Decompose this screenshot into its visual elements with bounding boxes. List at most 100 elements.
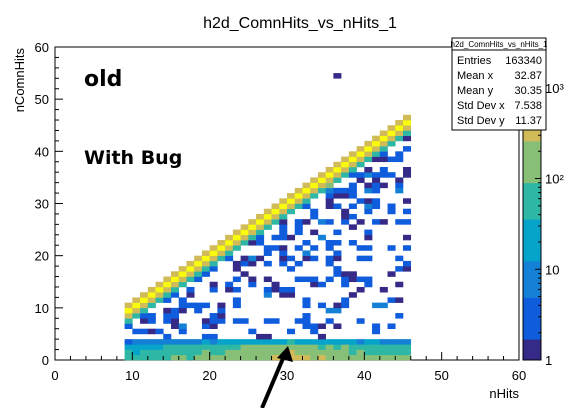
heatmap-cell bbox=[302, 302, 311, 309]
heatmap-cell bbox=[201, 333, 210, 340]
colorbar-segment bbox=[523, 182, 541, 189]
heatmap-cell bbox=[256, 349, 265, 356]
colorbar-segment bbox=[523, 281, 541, 288]
heatmap-cell bbox=[341, 166, 350, 173]
heatmap-cell bbox=[317, 349, 326, 356]
heatmap-cell bbox=[364, 229, 373, 236]
heatmap-cell bbox=[163, 349, 172, 356]
heatmap-cell bbox=[395, 156, 404, 163]
heatmap-cell bbox=[287, 339, 296, 345]
heatmap-cell bbox=[325, 307, 334, 314]
heatmap-cell bbox=[263, 276, 272, 283]
heatmap-cell bbox=[379, 339, 388, 345]
heatmap-cell bbox=[364, 182, 373, 189]
heatmap-cell bbox=[171, 281, 180, 288]
heatmap-cell bbox=[279, 245, 288, 251]
heatmap-cell bbox=[302, 198, 311, 204]
heatmap-cell bbox=[333, 349, 342, 356]
heatmap-cell bbox=[403, 208, 412, 215]
colorbar-segment bbox=[523, 240, 541, 246]
heatmap-cell bbox=[341, 208, 350, 215]
heatmap-cell bbox=[263, 354, 272, 361]
heatmap-cell bbox=[194, 255, 203, 262]
heatmap-cell bbox=[147, 313, 156, 319]
heatmap-cell bbox=[263, 208, 272, 215]
heatmap-cell bbox=[325, 172, 334, 178]
heatmap-cell bbox=[395, 125, 404, 131]
heatmap-cell bbox=[310, 339, 319, 345]
heatmap-cell bbox=[356, 198, 365, 204]
heatmap-cell bbox=[209, 250, 218, 256]
heatmap-cell bbox=[356, 276, 365, 283]
heatmap-cell bbox=[364, 166, 373, 173]
heatmap-cell bbox=[147, 302, 156, 309]
heatmap-cell bbox=[163, 318, 172, 324]
heatmap-cell bbox=[325, 187, 334, 194]
heatmap-cell bbox=[325, 240, 334, 246]
heatmap-cell bbox=[372, 182, 381, 189]
heatmap-cell bbox=[348, 166, 357, 173]
heatmap-cell bbox=[178, 281, 187, 288]
heatmap-cell bbox=[287, 292, 296, 298]
heatmap-cell bbox=[333, 339, 342, 345]
heatmap-cell bbox=[379, 140, 388, 147]
colorbar-segment bbox=[523, 271, 541, 278]
colorbar-segment bbox=[523, 151, 541, 158]
heatmap-cell bbox=[163, 344, 172, 350]
heatmap-cell bbox=[302, 318, 311, 324]
heatmap-cell bbox=[310, 213, 319, 220]
heatmap-cell bbox=[325, 339, 334, 345]
heatmap-cell bbox=[348, 224, 357, 230]
heatmap-cell bbox=[317, 219, 326, 225]
colorbar-segment bbox=[523, 323, 541, 330]
heatmap-cell bbox=[178, 307, 187, 314]
heatmap-cell bbox=[194, 344, 203, 350]
x-tick-label: 30 bbox=[280, 368, 294, 383]
heatmap-cell bbox=[209, 354, 218, 361]
heatmap-cell bbox=[317, 333, 326, 340]
heatmap-cell bbox=[395, 339, 404, 345]
heatmap-cell bbox=[387, 349, 396, 356]
heatmap-cell bbox=[263, 224, 272, 230]
colorbar-segment bbox=[523, 307, 541, 314]
heatmap-cell bbox=[171, 344, 180, 350]
colorbar-segment bbox=[523, 130, 541, 137]
z-tick-label: 1 bbox=[545, 353, 552, 368]
heatmap-cell bbox=[348, 276, 357, 283]
heatmap-cell bbox=[379, 172, 388, 178]
heatmap-cell bbox=[372, 172, 381, 178]
heatmap-cell bbox=[178, 271, 187, 277]
heatmap-cell bbox=[194, 307, 203, 314]
heatmap-cell bbox=[348, 349, 357, 356]
heatmap-cell bbox=[132, 302, 141, 309]
x-tick-label: 20 bbox=[202, 368, 216, 383]
heatmap-cell bbox=[279, 224, 288, 230]
heatmap-cell bbox=[364, 146, 373, 152]
heatmap-cell bbox=[287, 266, 296, 272]
heatmap-cell bbox=[302, 240, 311, 246]
heatmap-cell bbox=[186, 286, 195, 293]
heatmap-cell bbox=[294, 198, 303, 204]
heatmap-cell bbox=[287, 193, 296, 199]
heatmap-cell bbox=[364, 255, 373, 262]
heatmap-cell bbox=[240, 260, 249, 267]
heatmap-cell bbox=[124, 344, 133, 350]
heatmap-cell bbox=[387, 339, 396, 345]
heatmap-cell bbox=[147, 339, 156, 345]
heatmap-cell bbox=[240, 349, 249, 356]
heatmap-cell bbox=[310, 349, 319, 356]
heatmap-cell bbox=[364, 234, 373, 241]
heatmap-cell bbox=[341, 339, 350, 345]
heatmap-cell bbox=[364, 354, 373, 361]
stats-label: Std Dev x bbox=[457, 100, 505, 112]
bug-arrow bbox=[260, 346, 293, 408]
heatmap-cell bbox=[256, 354, 265, 361]
heatmap-cell bbox=[372, 156, 381, 163]
heatmap-cell bbox=[333, 240, 342, 246]
heatmap-cell bbox=[186, 292, 195, 298]
heatmap-cell bbox=[186, 349, 195, 356]
heatmap-cell bbox=[310, 193, 319, 199]
heatmap-cell bbox=[256, 234, 265, 241]
heatmap-cell bbox=[403, 172, 412, 178]
heatmap-cell bbox=[232, 339, 241, 345]
